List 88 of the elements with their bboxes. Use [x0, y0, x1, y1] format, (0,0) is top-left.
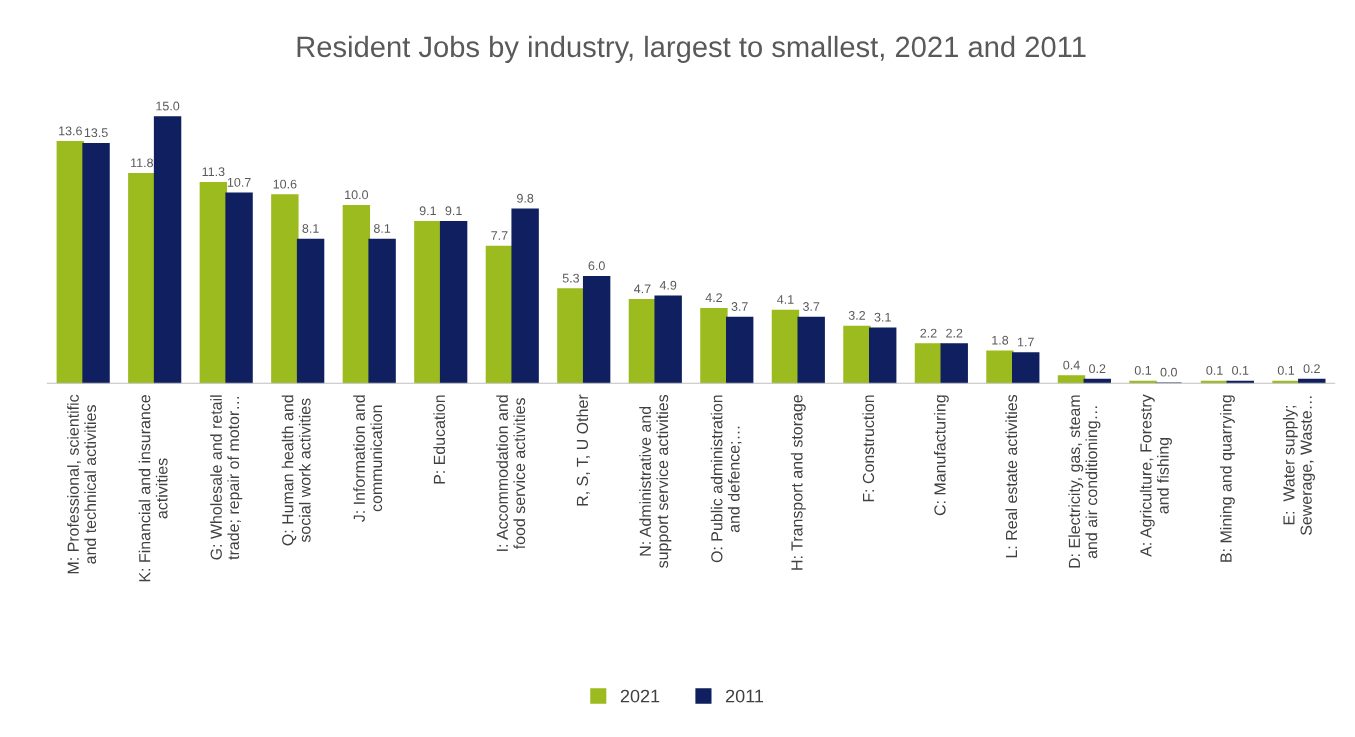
- data-label: 2.2: [946, 328, 963, 338]
- data-label: 4.7: [634, 284, 651, 294]
- data-label: 0.1: [1232, 365, 1249, 375]
- data-label: 3.2: [848, 310, 866, 320]
- x-tick-label: P: Education: [433, 395, 446, 484]
- data-label: 13.6: [59, 126, 82, 136]
- bar: [914, 343, 943, 384]
- x-tick-label: D: Electricity, gas, steam and air conditioning…: [1068, 395, 1101, 568]
- x-tick-label: O: Public administration and defence;…: [710, 395, 742, 563]
- bar: [628, 299, 657, 384]
- data-label: 4.2: [705, 293, 722, 302]
- x-tick-label: L: Real estate activities: [1005, 394, 1018, 558]
- data-label: 8.1: [373, 224, 391, 233]
- bar: [153, 116, 182, 384]
- x-tick-label: I: Accommodation and food service activities: [496, 395, 526, 551]
- x-tick-label: F: Construction: [862, 395, 875, 502]
- x-tick-label: B: Mining and quarrying: [1219, 395, 1235, 562]
- x-tick-label: M: Professional, scientific and technical activities: [67, 394, 97, 574]
- bar: [868, 327, 897, 384]
- x-tick-label: K: Financial and insurance activities: [138, 395, 168, 582]
- data-label: 8.1: [302, 224, 319, 233]
- data-label: 2.2: [920, 328, 937, 338]
- data-label: 0.0: [1160, 367, 1177, 377]
- data-label: 9.1: [445, 206, 462, 216]
- bar: [843, 325, 871, 384]
- bar: [725, 316, 754, 384]
- bar: [797, 316, 825, 384]
- bar: [654, 295, 682, 384]
- x-tick-label: A: Agriculture, Forestry and fishing: [1139, 394, 1172, 557]
- bar: [1057, 375, 1086, 384]
- x-tick-label: G: Wholesale and retail trade; repair of motor…: [210, 395, 243, 560]
- data-label: 1.8: [992, 335, 1009, 345]
- x-tick-label: H: Transport and storage: [790, 395, 806, 570]
- bar: [511, 208, 539, 384]
- bar: [1012, 352, 1040, 384]
- data-label: 4.9: [659, 280, 677, 290]
- legend-label: 2011: [726, 689, 764, 703]
- bar: [771, 309, 800, 384]
- x-tick-label: E: Water supply; Sewerage, Waste…: [1282, 396, 1315, 536]
- bar: [1298, 378, 1326, 384]
- data-label: 9.1: [419, 206, 436, 216]
- data-label: 0.2: [1303, 364, 1320, 374]
- data-label: 1.7: [1018, 337, 1034, 347]
- data-label: 4.1: [777, 295, 794, 304]
- x-tick-label: J: Information and communication: [353, 395, 383, 522]
- data-label: 13.5: [84, 128, 108, 138]
- bar: [199, 181, 228, 384]
- data-label: 3.7: [802, 302, 820, 311]
- data-label: 10.7: [227, 177, 251, 187]
- bar: [82, 142, 110, 384]
- legend-label: 2021: [620, 689, 660, 703]
- bar: [414, 220, 442, 384]
- bar: [56, 141, 85, 384]
- data-label: 9.8: [517, 193, 534, 203]
- data-label: 0.1: [1206, 365, 1223, 375]
- bar: [225, 192, 253, 384]
- data-label: 6.0: [588, 261, 605, 271]
- data-label: 0.2: [1089, 364, 1106, 374]
- bar: [128, 173, 156, 384]
- data-label: 0.1: [1277, 365, 1295, 375]
- bar: [342, 204, 371, 384]
- data-label: 3.1: [874, 312, 891, 322]
- data-label: 15.0: [156, 101, 180, 111]
- bar: [986, 350, 1014, 384]
- bar: [940, 343, 968, 384]
- x-tick-label: R, S, T, U Other: [576, 394, 590, 506]
- bar: [368, 238, 396, 384]
- data-label: 7.7: [491, 231, 508, 240]
- data-label: 10.0: [345, 190, 369, 200]
- bar: [271, 194, 299, 384]
- bar: [700, 307, 728, 384]
- data-label: 0.4: [1063, 360, 1080, 370]
- bar: [557, 288, 585, 384]
- data-label: 0.1: [1134, 365, 1152, 375]
- data-label: 10.6: [273, 179, 297, 189]
- bar: [439, 220, 468, 384]
- chart-title: Resident Jobs by industry, largest to smallest, 2021 and 2011: [297, 35, 1086, 63]
- x-tick-label: C: Manufacturing: [933, 395, 949, 516]
- data-label: 11.3: [202, 167, 225, 177]
- data-label: 5.3: [562, 273, 580, 283]
- data-label: 3.7: [731, 302, 748, 311]
- bar: [582, 275, 611, 384]
- data-label: 11.8: [131, 158, 153, 168]
- bar: [296, 238, 325, 384]
- bar: [485, 245, 514, 384]
- x-tick-label: N: Administrative and support service activities: [639, 394, 672, 568]
- bar: [1083, 378, 1111, 384]
- x-tick-label: Q: Human health and social work activities: [281, 395, 311, 546]
